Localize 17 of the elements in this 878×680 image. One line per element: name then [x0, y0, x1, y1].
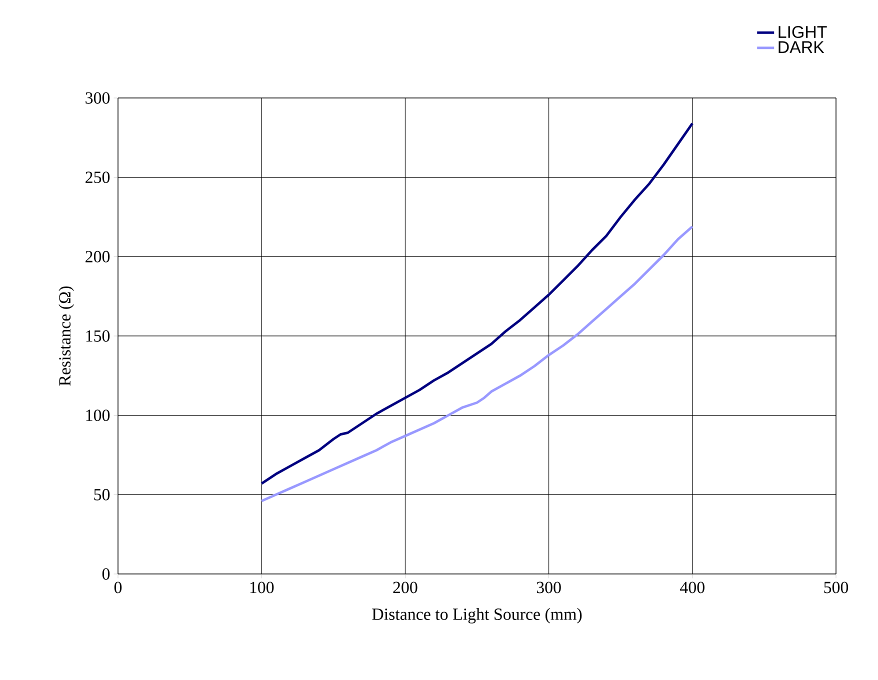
- x-tick-label: 100: [250, 582, 274, 594]
- y-tick-label: 300: [86, 92, 110, 104]
- y-tick-label: 250: [86, 172, 110, 184]
- x-tick-label: 300: [536, 582, 561, 594]
- x-tick-label: 200: [393, 582, 418, 594]
- x-tick-label: 500: [824, 582, 848, 594]
- legend-label: LIGHT: [778, 26, 827, 38]
- y-tick-label: 50: [94, 488, 110, 500]
- y-tick-label: 150: [86, 330, 110, 342]
- y-tick-label: 0: [102, 568, 110, 580]
- y-tick-label: 200: [86, 250, 110, 262]
- legend-label: DARK: [778, 41, 824, 53]
- y-axis-title: Resistance (Ω): [58, 286, 74, 386]
- x-tick-label: 0: [114, 582, 122, 594]
- x-tick-label: 400: [680, 582, 704, 594]
- x-axis-title: Distance to Light Source (mm): [372, 608, 582, 624]
- y-tick-label: 100: [86, 410, 110, 422]
